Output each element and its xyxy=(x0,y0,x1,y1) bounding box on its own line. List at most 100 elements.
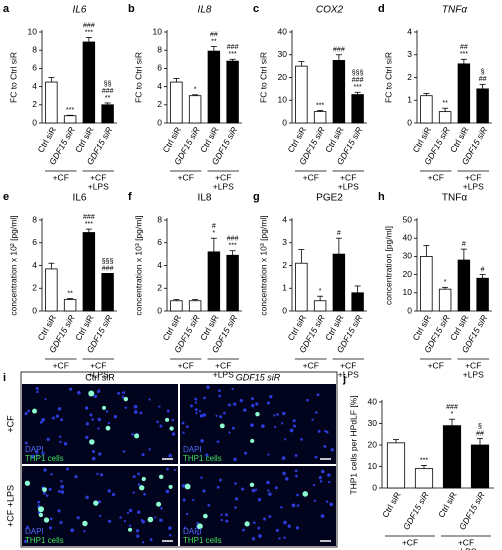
stain-label: DAPI xyxy=(25,527,44,536)
nucleus xyxy=(159,424,163,428)
y-tick-label: 4 xyxy=(32,81,37,91)
chart-title: IL6 xyxy=(73,5,87,16)
significance-label: ### xyxy=(227,236,239,243)
y-tick-label: 2 xyxy=(32,283,37,293)
nucleus xyxy=(181,483,186,488)
significance-label: ## xyxy=(476,430,484,437)
nucleus xyxy=(225,519,229,523)
row-label: +CF +LPS xyxy=(5,485,15,527)
y-tick-label: 2 xyxy=(282,260,287,270)
nucleus xyxy=(251,488,256,493)
significance-label: ** xyxy=(67,290,73,297)
nucleus xyxy=(35,387,39,391)
nucleus xyxy=(168,453,173,458)
stain-label: DAPI xyxy=(25,445,44,454)
x-tick-label: Ctrl siR xyxy=(380,490,403,519)
y-tick-label: 40 xyxy=(368,396,378,406)
nucleus xyxy=(30,454,35,459)
thp1-cell xyxy=(123,396,129,402)
group-label: +CF xyxy=(53,360,69,370)
bar xyxy=(420,255,433,312)
panel-label: c xyxy=(253,3,259,15)
nucleus xyxy=(59,435,62,438)
chart-title: COX2 xyxy=(316,5,344,16)
nucleus xyxy=(313,499,316,502)
nucleus xyxy=(320,469,325,474)
nucleus xyxy=(255,402,259,406)
nucleus xyxy=(228,431,231,434)
nucleus xyxy=(159,518,163,522)
nucleus xyxy=(234,482,237,485)
nucleus xyxy=(59,520,63,525)
y-tick-label: 10 xyxy=(153,26,163,36)
nucleus xyxy=(242,528,245,532)
nucleus xyxy=(60,480,63,483)
bar xyxy=(332,60,346,124)
nucleus xyxy=(107,489,111,493)
nucleus xyxy=(182,431,185,435)
y-tick-label: 0 xyxy=(32,305,37,315)
bar xyxy=(457,259,471,312)
panel-label: j xyxy=(342,373,346,385)
group-label: +LPS xyxy=(88,181,109,191)
nucleus xyxy=(329,502,334,507)
nucleus xyxy=(35,450,39,454)
nucleus xyxy=(128,524,132,527)
nucleus xyxy=(295,474,298,478)
chart-title: TNFα xyxy=(442,193,467,204)
y-tick-label: 8 xyxy=(32,44,37,54)
nucleus xyxy=(168,533,172,537)
y-tick-label: 10 xyxy=(278,95,288,105)
bar xyxy=(313,300,327,312)
nucleus xyxy=(231,426,235,430)
nucleus xyxy=(190,404,194,408)
nucleus xyxy=(234,506,237,509)
y-tick-label: 8 xyxy=(32,214,37,224)
thp1-cell xyxy=(184,483,191,490)
nucleus xyxy=(253,521,256,524)
nucleus xyxy=(96,472,99,476)
nucleus xyxy=(113,415,118,419)
nucleus xyxy=(128,508,133,513)
nucleus xyxy=(294,453,298,457)
nucleus xyxy=(46,437,50,441)
significance-label: §§§ xyxy=(352,70,364,77)
y-tick-label: 1 xyxy=(282,283,287,293)
nucleus xyxy=(137,483,141,486)
panel-label: e xyxy=(3,191,9,203)
nucleus xyxy=(85,435,89,440)
nucleus xyxy=(194,397,198,401)
nucleus xyxy=(323,444,327,448)
bar xyxy=(63,115,77,124)
nucleus xyxy=(98,514,102,518)
nucleus xyxy=(324,429,327,433)
group-label: +LPS xyxy=(213,369,234,379)
bar xyxy=(332,253,346,312)
bar xyxy=(45,268,58,312)
nucleus xyxy=(122,450,126,453)
nucleus xyxy=(57,489,61,493)
nucleus xyxy=(202,413,207,417)
nucleus xyxy=(251,537,256,541)
significance-label: ### xyxy=(227,44,239,51)
group-label: +LPS xyxy=(338,181,359,191)
bar xyxy=(207,251,221,312)
bar xyxy=(438,288,452,312)
nucleus xyxy=(141,541,145,544)
nucleus xyxy=(98,452,102,456)
nucleus xyxy=(136,534,140,538)
thp1-cell xyxy=(169,426,174,431)
thp1-cell xyxy=(249,482,255,488)
significance-label: ### xyxy=(333,47,345,54)
nucleus xyxy=(105,410,109,413)
y-tick-label: 3 xyxy=(407,49,412,59)
y-tick-label: 4 xyxy=(407,26,412,36)
nucleus xyxy=(266,480,270,485)
micrograph xyxy=(22,466,178,546)
group-label: +CF xyxy=(402,537,418,547)
nucleus xyxy=(255,488,258,491)
bar xyxy=(170,81,183,124)
nucleus xyxy=(171,418,175,422)
group-label: +LPS xyxy=(463,369,484,379)
thp1-cell xyxy=(38,512,44,518)
